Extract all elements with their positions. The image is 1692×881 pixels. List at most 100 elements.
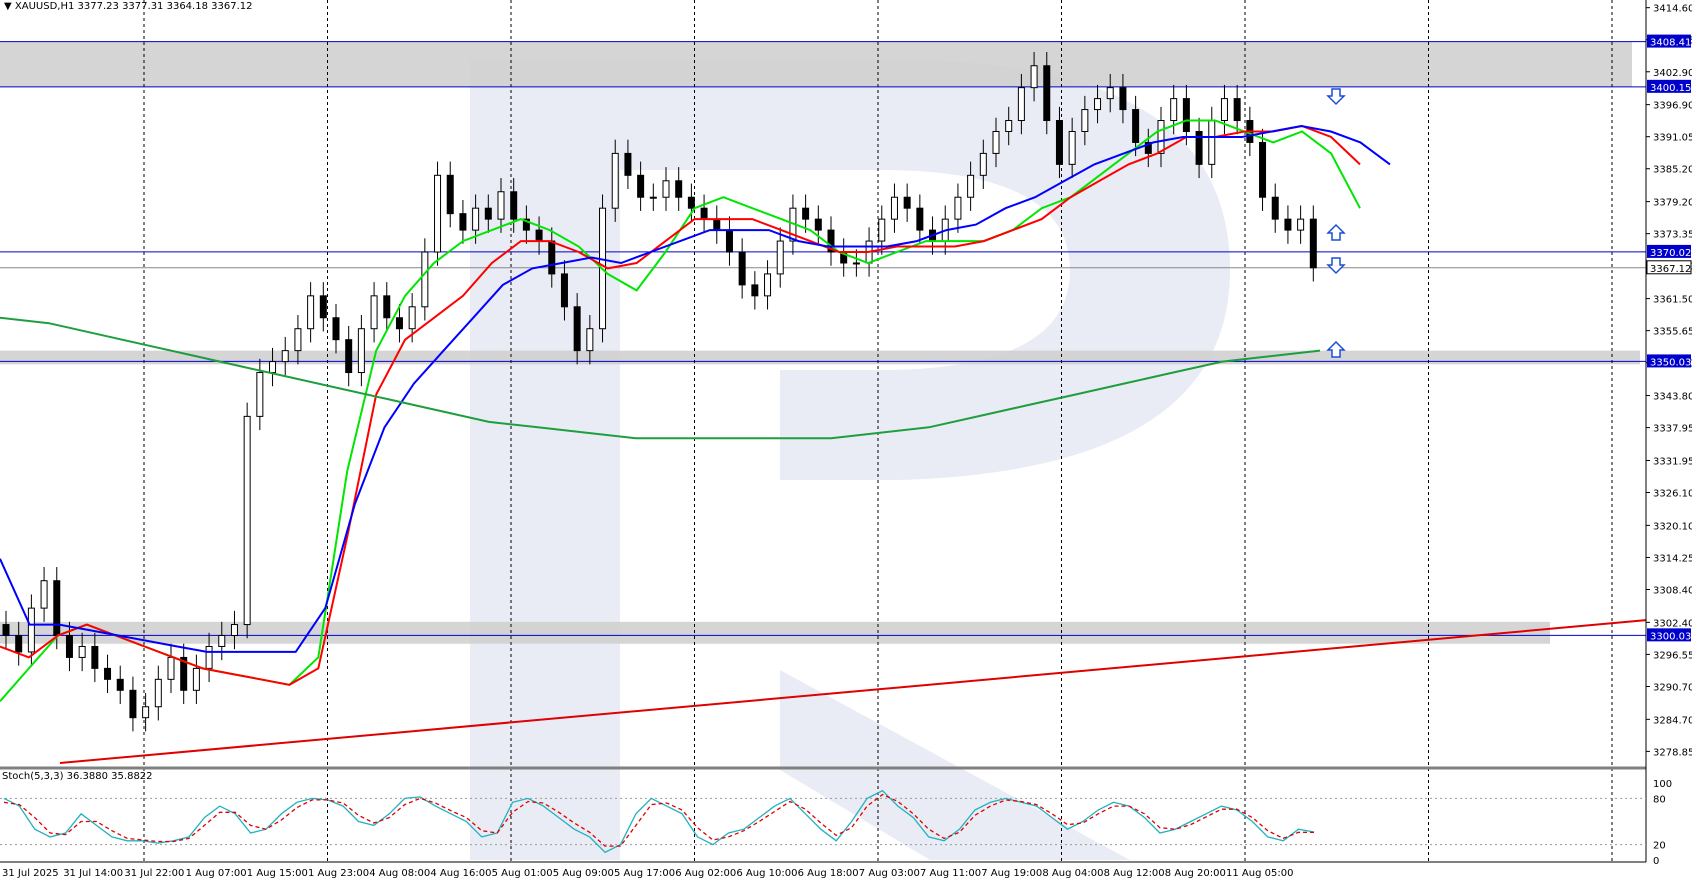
y-tick-label: 3414.60 (1653, 4, 1692, 15)
candle-up (192, 667, 200, 691)
candle-down (637, 174, 645, 198)
candle (180, 643, 188, 704)
moving-average-long (0, 316, 1321, 440)
candle-down (713, 218, 721, 231)
candle (230, 610, 238, 650)
candle-down (903, 196, 911, 209)
moving-average-slow (0, 124, 1391, 653)
candle-up (167, 656, 175, 680)
candle (586, 315, 594, 365)
candle (1220, 84, 1228, 135)
candle-up (142, 706, 150, 719)
candle (154, 665, 162, 721)
stochastic-header: Stoch(5,3,3) 36.3880 35.8822 (2, 771, 153, 782)
candle (1132, 95, 1140, 157)
candle (1106, 73, 1114, 113)
candle-up (357, 328, 365, 374)
candle (1144, 128, 1152, 168)
candle (649, 183, 657, 211)
candle-down (624, 152, 632, 176)
candle (967, 161, 975, 211)
candle-up (1208, 120, 1216, 165)
x-tick-label: 6 Aug 18:00 (798, 868, 859, 879)
candle (624, 139, 632, 190)
candle (916, 194, 924, 244)
candle-up (256, 372, 264, 417)
candle-up (294, 328, 302, 352)
candle (1119, 73, 1127, 124)
candle (1195, 117, 1203, 179)
candle (27, 594, 35, 666)
candle-up (218, 635, 226, 647)
candle-down (548, 240, 556, 275)
y-tick-label: 3385.20 (1653, 165, 1692, 176)
candle (434, 161, 442, 266)
price-zone-1 (0, 350, 1640, 365)
x-tick-label: 5 Aug 01:00 (492, 868, 553, 879)
candle (662, 167, 670, 211)
level-label-box (1647, 79, 1691, 93)
candle (395, 304, 403, 343)
candle-up (497, 191, 505, 220)
candle (243, 402, 251, 639)
candle-down (116, 678, 124, 691)
candle-up (1017, 87, 1025, 122)
candle (142, 693, 150, 732)
x-tick-label: 6 Aug 02:00 (675, 868, 736, 879)
candle-up (230, 624, 238, 637)
candle (751, 271, 759, 310)
candle (700, 194, 708, 233)
y-tick-label: 3402.90 (1653, 68, 1692, 79)
x-tick-label: 8 Aug 04:00 (1042, 868, 1103, 879)
candle (1043, 52, 1051, 135)
candle-up (1068, 130, 1076, 165)
candle-down (916, 207, 924, 231)
candle-down (459, 213, 467, 231)
candle-down (383, 295, 391, 319)
candle-down (1055, 120, 1063, 165)
candle (319, 282, 327, 332)
ohlc-readout: 3377.23 3377.31 3364.18 3367.12 (77, 1, 253, 12)
candle (1233, 84, 1241, 135)
candle-up (992, 130, 1000, 154)
candle-up (154, 678, 162, 708)
candle (522, 205, 530, 244)
candle-up (408, 306, 416, 330)
candle (383, 282, 391, 332)
candle-up (852, 262, 860, 265)
candle-down (1271, 196, 1279, 220)
candle-down (319, 295, 327, 319)
candle (446, 161, 454, 228)
current-price-box (1646, 260, 1692, 275)
candle-up (434, 174, 442, 253)
candle (827, 216, 835, 266)
x-tick-label: 31 Jul 14:00 (63, 868, 123, 879)
x-tick-label: 5 Aug 17:00 (614, 868, 675, 879)
candle (129, 676, 137, 732)
y-tick-label: 3320.10 (1653, 521, 1692, 532)
candle-down (53, 580, 61, 637)
candle-up (586, 328, 594, 352)
candle (637, 161, 645, 211)
y-tick-label: 3396.90 (1653, 101, 1692, 112)
watermark-logo (470, 60, 1230, 860)
candle-down (814, 218, 822, 231)
dropdown-triangle-icon[interactable]: ▼ (4, 1, 12, 12)
y-tick-label: 3290.70 (1653, 682, 1692, 693)
candle (1259, 128, 1267, 211)
candle (104, 654, 112, 694)
candle-down (560, 273, 568, 308)
candle-up (967, 174, 975, 198)
stoch-y-tick-label: 100 (1653, 779, 1672, 790)
symbol-label: XAUUSD,H1 (14, 1, 75, 12)
moving-average-mid (0, 124, 1361, 686)
candle-up (1220, 98, 1228, 122)
candle (1182, 84, 1190, 146)
candle (332, 304, 340, 354)
candle (294, 315, 302, 365)
x-tick-label: 7 Aug 11:00 (920, 868, 981, 879)
level-label-box (1647, 34, 1691, 48)
candle-down (751, 284, 759, 297)
candle (979, 139, 987, 190)
